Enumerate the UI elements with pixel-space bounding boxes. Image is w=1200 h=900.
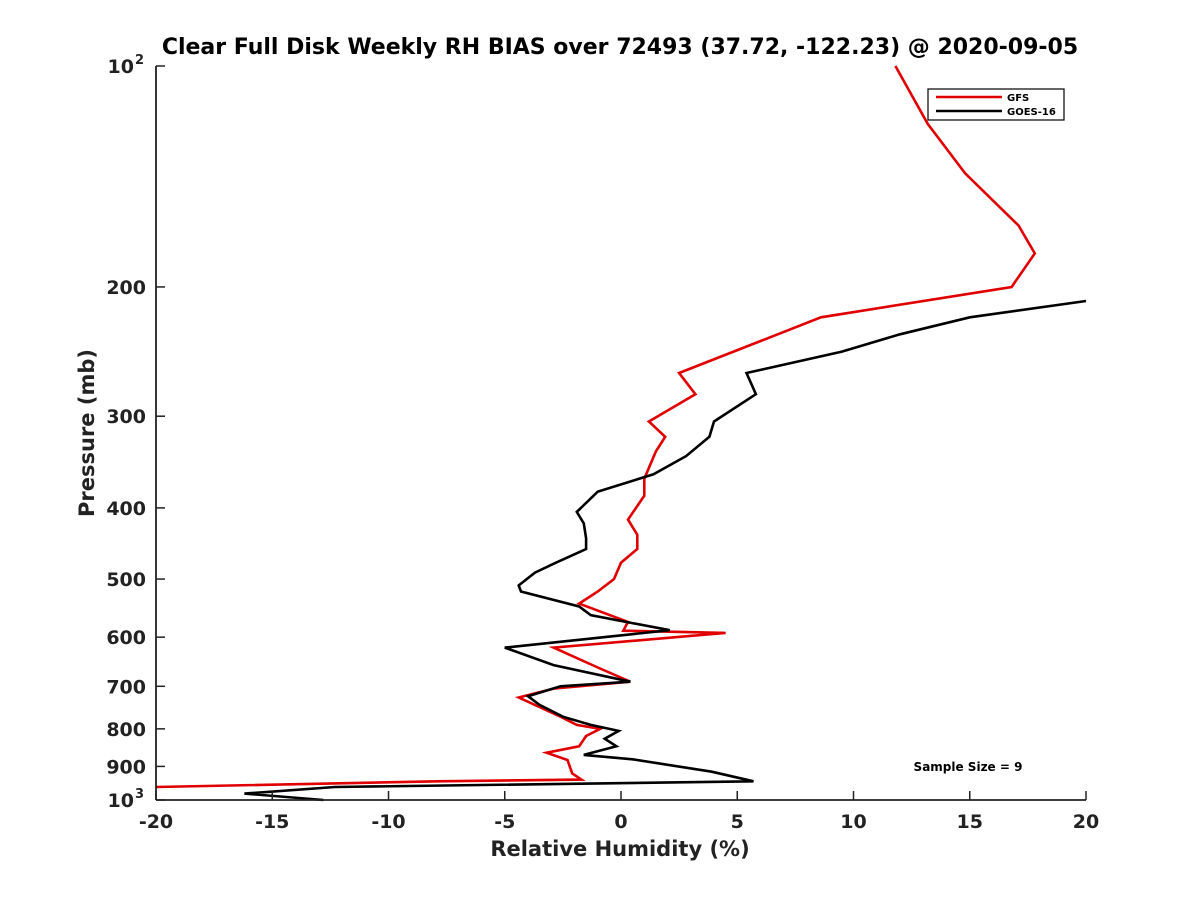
x-tick-label: -15 bbox=[255, 811, 289, 833]
x-tick-label: -20 bbox=[139, 811, 173, 833]
y-tick-label: 700 bbox=[106, 676, 146, 698]
x-tick-label: 0 bbox=[614, 811, 627, 833]
series-line-gfs bbox=[155, 65, 1037, 789]
x-axis-label: Relative Humidity (%) bbox=[490, 837, 749, 861]
series-line-goes16 bbox=[244, 299, 1087, 802]
x-tick-label: -5 bbox=[494, 811, 515, 833]
x-tick-label: 20 bbox=[1073, 811, 1099, 833]
y-tick-label: 400 bbox=[106, 498, 146, 520]
y-tick-label: 900 bbox=[106, 756, 146, 778]
x-tick-label: 10 bbox=[840, 811, 866, 833]
y-tick-label: 200 bbox=[106, 277, 146, 299]
y-tick-label-top-base: 10 bbox=[108, 56, 134, 78]
y-axis-label: Pressure (mb) bbox=[75, 349, 99, 517]
legend-label-goes16: GOES-16 bbox=[1007, 107, 1056, 118]
legend-label-gfs: GFS bbox=[1007, 93, 1029, 104]
y-tick-label-bottom-base: 10 bbox=[108, 790, 134, 812]
x-tick-label: 15 bbox=[957, 811, 983, 833]
sample-size-annotation: Sample Size = 9 bbox=[914, 760, 1023, 774]
y-tick-label: 300 bbox=[106, 406, 146, 428]
y-tick-label-bottom-exponent: 3 bbox=[135, 787, 144, 802]
y-tick-label: 800 bbox=[106, 719, 146, 741]
y-tick-label: 500 bbox=[106, 569, 146, 591]
y-tick-label: 600 bbox=[106, 627, 146, 649]
x-tick-label: 5 bbox=[731, 811, 744, 833]
legend-box bbox=[927, 88, 1065, 121]
y-tick-label-top-exponent: 2 bbox=[135, 53, 144, 68]
plot-area: -20 -15 -10 -5 0 5 10 15 20 200 300 400 500 600 700 800… bbox=[106, 53, 1099, 833]
chart-title: Clear Full Disk Weekly RH BIAS over 7249… bbox=[162, 35, 1078, 60]
x-tick-label: -10 bbox=[371, 811, 405, 833]
legend: GFS GOES-16 bbox=[927, 88, 1065, 121]
